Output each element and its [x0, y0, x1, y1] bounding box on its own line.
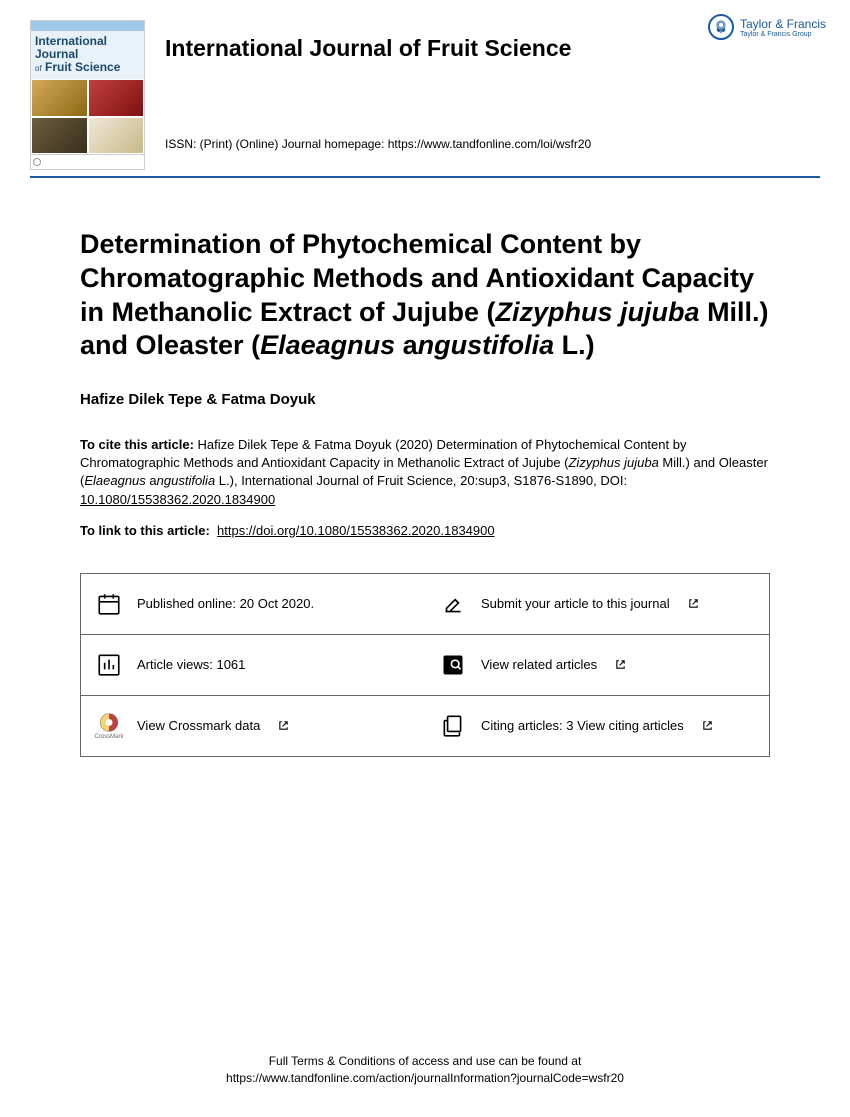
external-link-icon: [702, 720, 713, 731]
issn-line: ISSN: (Print) (Online) Journal homepage:…: [165, 137, 820, 151]
citation: To cite this article: Hafize Dilek Tepe …: [80, 436, 770, 509]
info-related[interactable]: View related articles: [425, 634, 769, 695]
publisher-shell-icon: [708, 14, 734, 40]
cover-photo: [31, 79, 88, 117]
info-published: Published online: 20 Oct 2020.: [81, 574, 425, 634]
article-title: Determination of Phytochemical Content b…: [80, 228, 770, 363]
article-link-line: To link to this article: https://doi.org…: [80, 523, 770, 538]
external-link-icon: [688, 598, 699, 609]
footer: Full Terms & Conditions of access and us…: [0, 1053, 850, 1087]
info-crossmark-text: View Crossmark data: [137, 718, 260, 733]
calendar-icon: [95, 590, 123, 618]
cover-photo: [31, 117, 88, 155]
doi-link[interactable]: 10.1080/15538362.2020.1834900: [80, 492, 275, 507]
info-submit[interactable]: Submit your article to this journal: [425, 574, 769, 634]
publisher-name: Taylor & Francis: [740, 17, 826, 31]
citing-icon: [439, 712, 467, 740]
info-grid: Published online: 20 Oct 2020. Submit yo…: [80, 573, 770, 757]
cover-photo: [88, 79, 145, 117]
journal-cover: International Journal of Fruit Science: [30, 20, 145, 170]
publisher-logo: Taylor & Francis Taylor & Francis Group: [708, 14, 826, 40]
edit-icon: [439, 590, 467, 618]
publisher-group: Taylor & Francis Group: [740, 31, 826, 38]
external-link-icon: [278, 720, 289, 731]
external-link-icon: [615, 659, 626, 670]
info-published-text: Published online: 20 Oct 2020.: [137, 596, 314, 611]
footer-text: Full Terms & Conditions of access and us…: [0, 1053, 850, 1070]
info-citing-text: Citing articles: 3 View citing articles: [481, 718, 684, 733]
cover-volume-text: [31, 21, 144, 31]
related-icon: [439, 651, 467, 679]
footer-link[interactable]: https://www.tandfonline.com/action/journ…: [226, 1071, 624, 1085]
info-related-text: View related articles: [481, 657, 597, 672]
info-views-text: Article views: 1061: [137, 657, 245, 672]
info-submit-text: Submit your article to this journal: [481, 596, 670, 611]
authors: Hafize Dilek Tepe & Fatma Doyuk: [80, 391, 770, 408]
main-content: Determination of Phytochemical Content b…: [0, 178, 850, 757]
article-link[interactable]: https://doi.org/10.1080/15538362.2020.18…: [217, 523, 495, 538]
crossmark-icon: CrossMark: [95, 712, 123, 740]
bar-chart-icon: [95, 651, 123, 679]
info-citing[interactable]: Citing articles: 3 View citing articles: [425, 695, 769, 756]
cover-title: International Journal of Fruit Science: [35, 35, 140, 75]
info-views: Article views: 1061: [81, 634, 425, 695]
info-crossmark[interactable]: CrossMark View Crossmark data: [81, 695, 425, 756]
cover-photo: [88, 117, 145, 155]
